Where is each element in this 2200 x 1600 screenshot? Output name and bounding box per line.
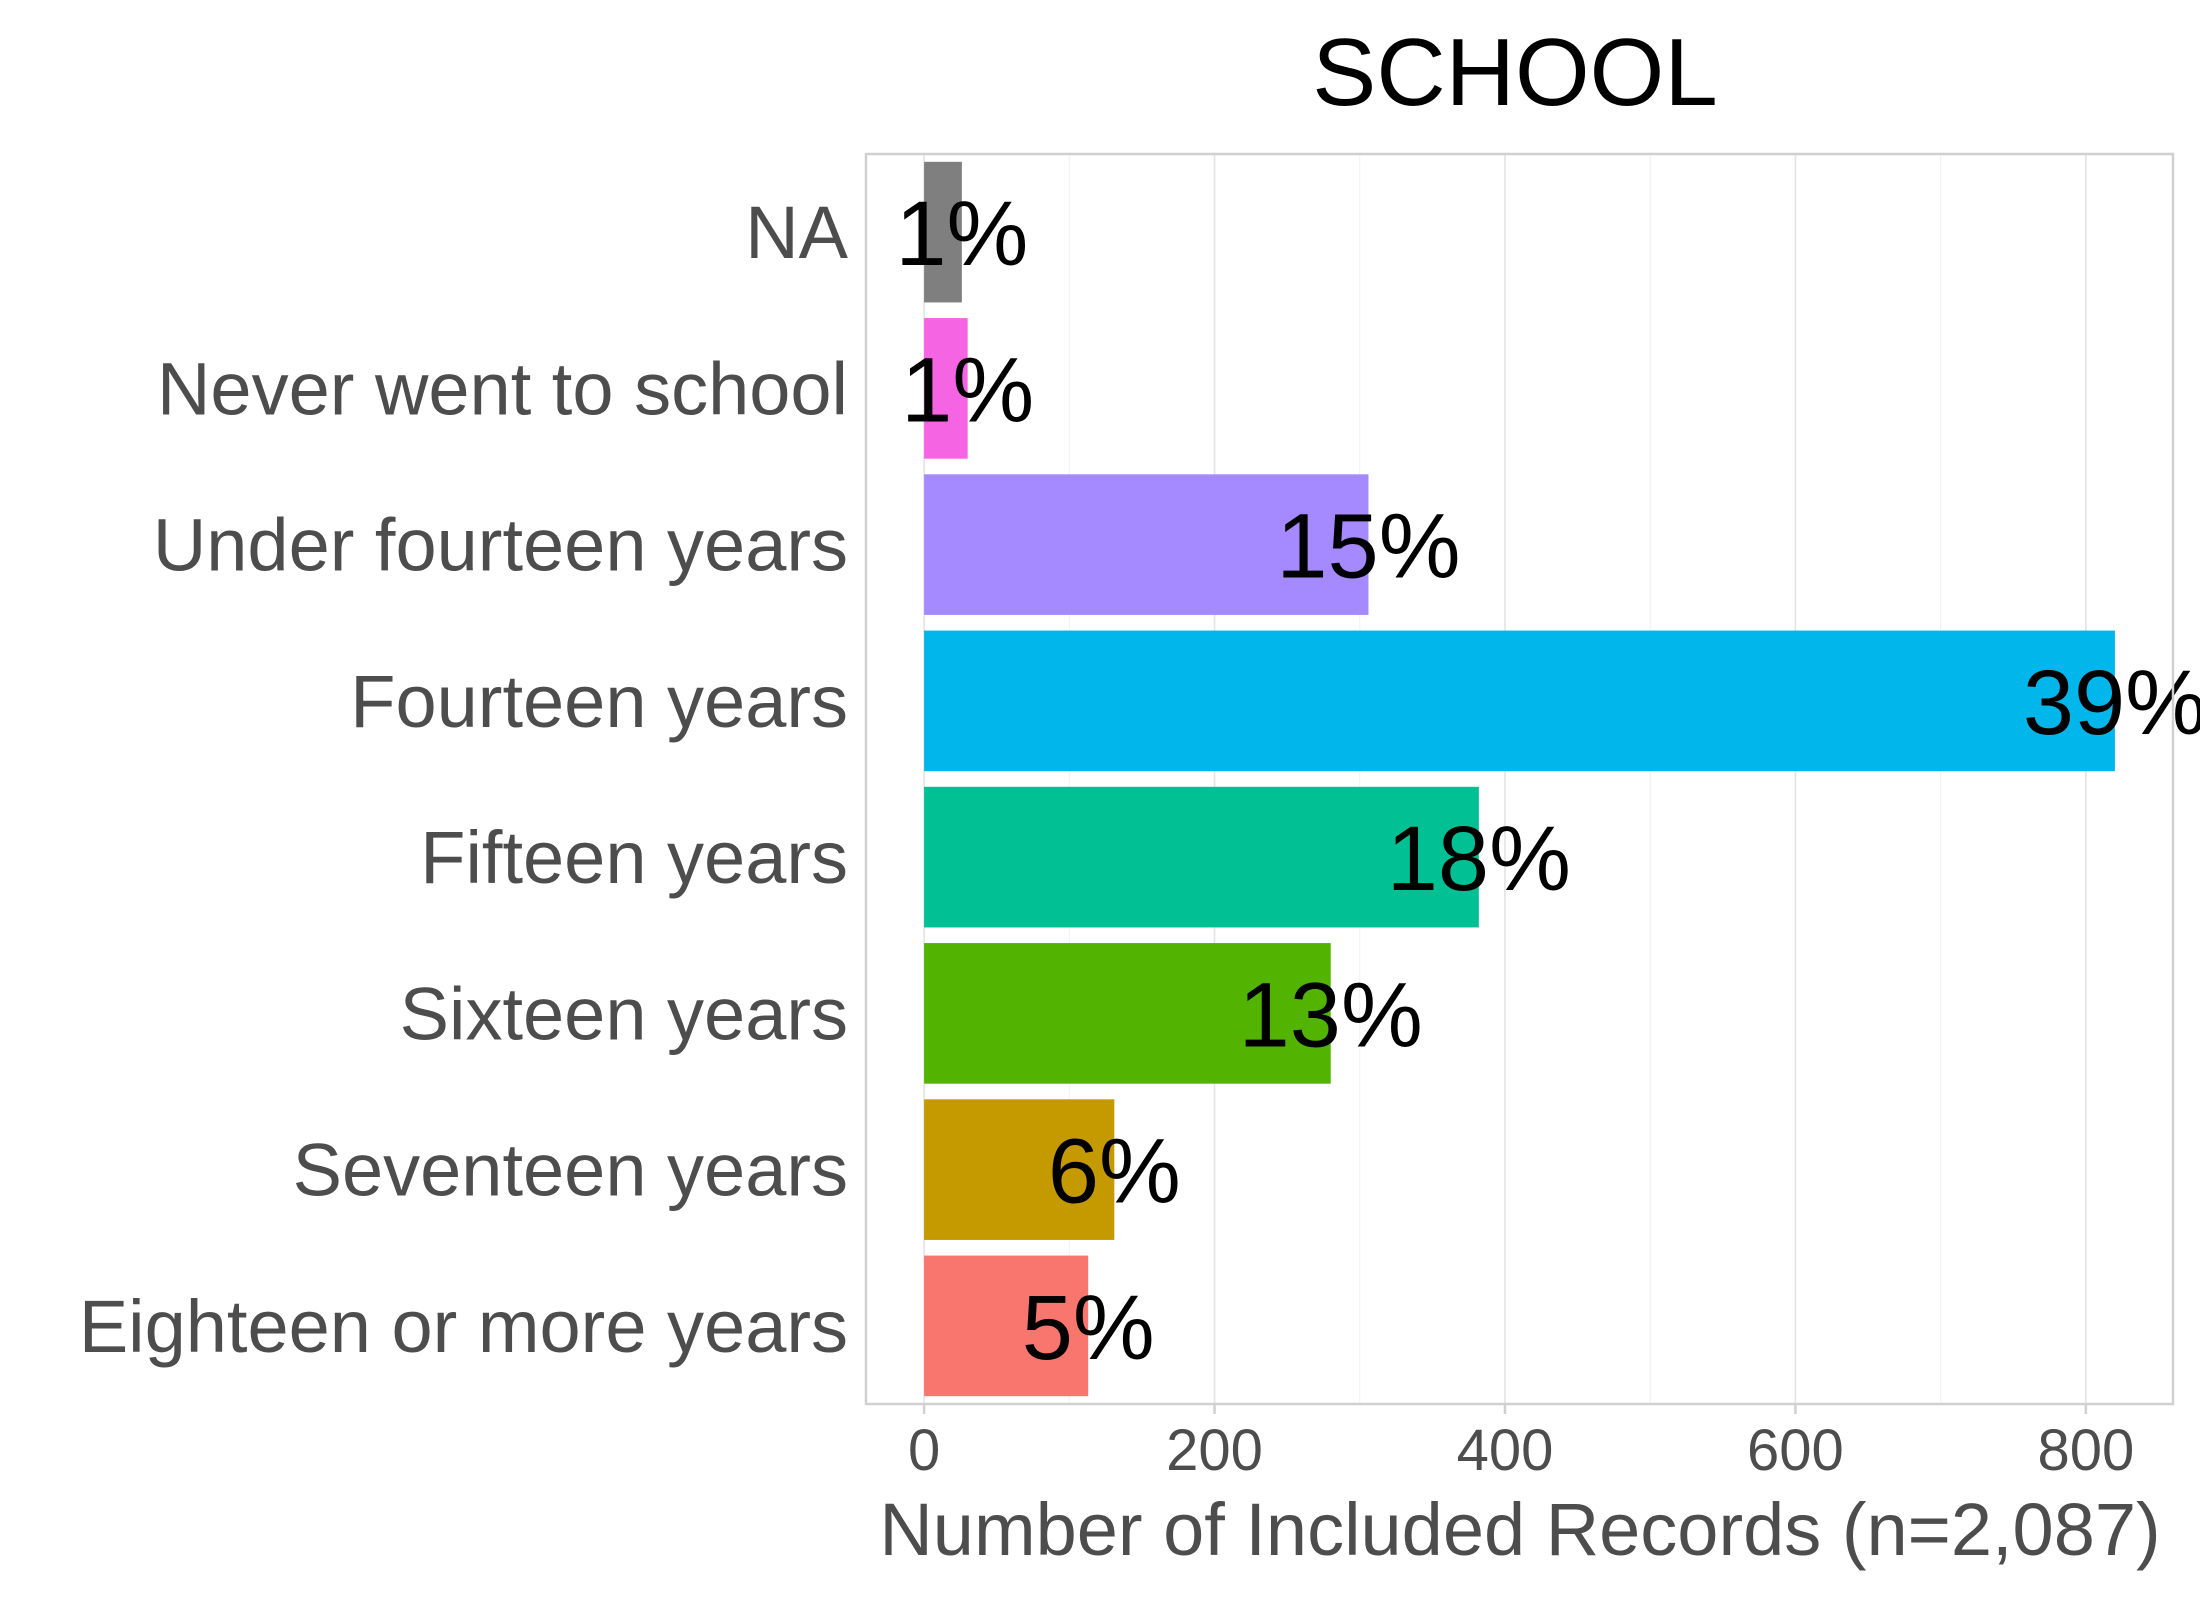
category-label: Sixteen years <box>400 972 848 1055</box>
data-label: 5% <box>1022 1277 1155 1379</box>
data-label: 15% <box>1276 496 1460 598</box>
x-tick-label: 600 <box>1747 1418 1844 1483</box>
plot-panel-border <box>864 152 2175 1406</box>
x-axis-ticks: 0 200 400 600 800 <box>908 1404 2134 1483</box>
data-label: 1% <box>901 339 1034 441</box>
x-tick-label: 0 <box>908 1418 940 1483</box>
bar <box>924 1099 1115 1240</box>
grid-lines <box>923 154 2087 1404</box>
x-tick-label: 400 <box>1457 1418 1554 1483</box>
data-label: 39% <box>2023 652 2200 754</box>
bar <box>924 943 1331 1084</box>
data-label: 1% <box>895 183 1028 285</box>
bar <box>924 1255 1089 1397</box>
bar <box>924 786 1479 928</box>
data-label: 13% <box>1239 964 1423 1066</box>
x-tick-label: 800 <box>2037 1418 2134 1483</box>
x-axis-title: Number of Included Records (n=2,087) <box>879 1488 2160 1571</box>
category-label: Eighteen or more years <box>79 1285 848 1368</box>
chart-title: SCHOOL <box>1312 19 1717 126</box>
category-label: Under fourteen years <box>153 504 848 587</box>
category-label: NA <box>745 191 848 274</box>
category-label: Fourteen years <box>350 660 848 743</box>
x-tick-label: 200 <box>1166 1418 1263 1483</box>
category-labels: NA Never went to school Under fourteen yea… <box>79 191 849 1368</box>
data-label: 6% <box>1048 1121 1181 1223</box>
bars <box>924 161 2115 1397</box>
category-label: Fifteen years <box>420 816 848 899</box>
bar <box>924 630 2115 772</box>
category-label: Never went to school <box>157 347 848 430</box>
category-label: Seventeen years <box>293 1129 848 1212</box>
bar <box>924 161 962 303</box>
data-label: 18% <box>1387 808 1571 910</box>
bar <box>924 474 1369 615</box>
bar <box>924 318 968 459</box>
data-labels: 1% 1% 15% 39% 18% 13% 6% 5% <box>895 183 2200 1379</box>
